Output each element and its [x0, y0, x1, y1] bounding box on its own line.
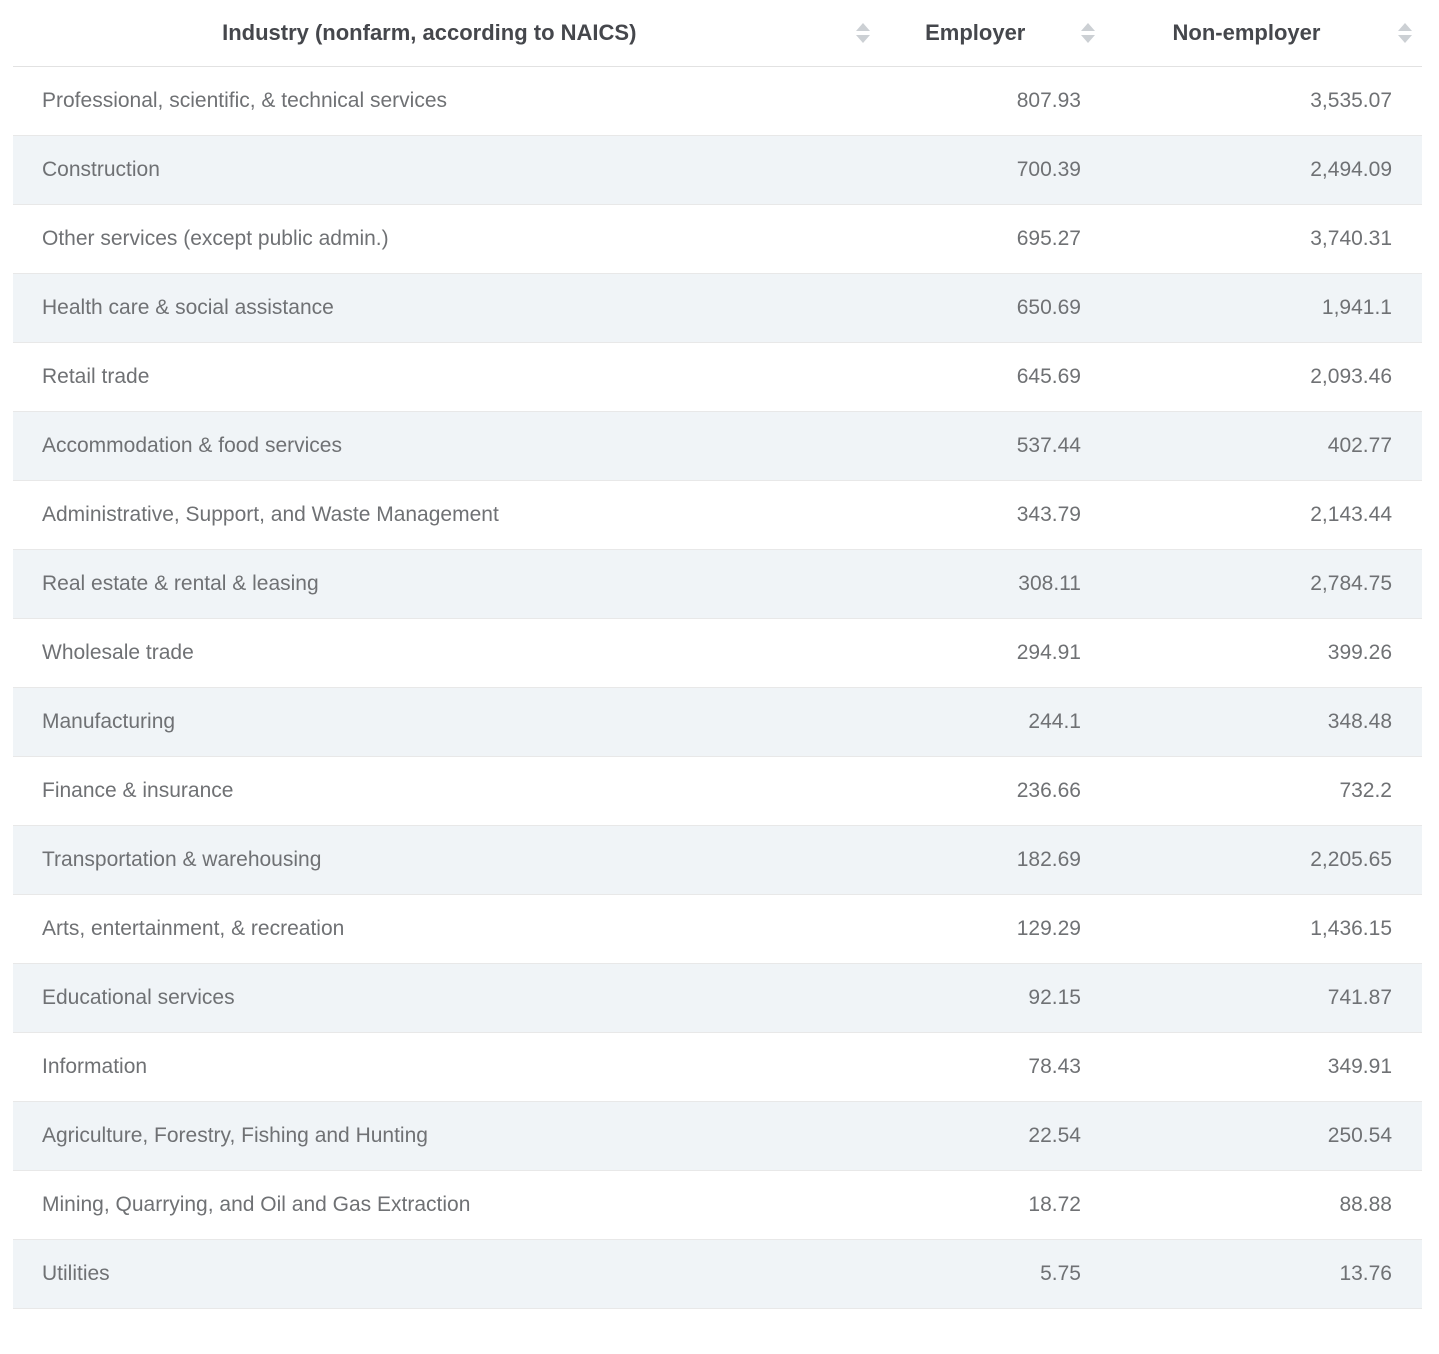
industry-cell: Utilities: [13, 1239, 880, 1309]
table-row: Construction 700.39 2,494.09: [13, 135, 1422, 205]
employer-cell: 807.93: [879, 66, 1105, 136]
table-row: Utilities 5.75 13.76: [13, 1239, 1422, 1309]
non-employer-cell: 250.54: [1104, 1101, 1422, 1171]
industry-cell: Information: [13, 1032, 880, 1102]
industry-cell: Other services (except public admin.): [13, 204, 880, 274]
sort-up-arrow-icon: [1398, 22, 1412, 31]
column-header-employer[interactable]: Employer: [879, 0, 1105, 67]
table-row: Wholesale trade 294.91 399.26: [13, 618, 1422, 688]
industry-cell: Agriculture, Forestry, Fishing and Hunti…: [13, 1101, 880, 1171]
column-header-employer-label: Employer: [925, 19, 1026, 45]
employer-cell: 92.15: [879, 963, 1105, 1033]
table-row: Real estate & rental & leasing 308.11 2,…: [13, 549, 1422, 619]
industry-cell: Retail trade: [13, 342, 880, 412]
non-employer-cell: 88.88: [1104, 1170, 1422, 1240]
non-employer-cell: 2,494.09: [1104, 135, 1422, 205]
employer-cell: 129.29: [879, 894, 1105, 964]
non-employer-cell: 399.26: [1104, 618, 1422, 688]
non-employer-cell: 402.77: [1104, 411, 1422, 481]
sort-icon: [855, 22, 870, 43]
employer-cell: 308.11: [879, 549, 1105, 619]
employer-cell: 650.69: [879, 273, 1105, 343]
non-employer-cell: 13.76: [1104, 1239, 1422, 1309]
table-body: Professional, scientific, & technical se…: [13, 66, 1422, 1309]
industry-cell: Mining, Quarrying, and Oil and Gas Extra…: [13, 1170, 880, 1240]
employer-cell: 695.27: [879, 204, 1105, 274]
non-employer-cell: 2,205.65: [1104, 825, 1422, 895]
industry-cell: Health care & social assistance: [13, 273, 880, 343]
column-header-non-employer[interactable]: Non-employer: [1104, 0, 1422, 67]
non-employer-cell: 1,941.1: [1104, 273, 1422, 343]
employer-cell: 5.75: [879, 1239, 1105, 1309]
table-row: Retail trade 645.69 2,093.46: [13, 342, 1422, 412]
industry-cell: Manufacturing: [13, 687, 880, 757]
employer-cell: 700.39: [879, 135, 1105, 205]
column-header-industry-label: Industry (nonfarm, according to NAICS): [222, 19, 637, 45]
industry-cell: Construction: [13, 135, 880, 205]
table-row: Accommodation & food services 537.44 402…: [13, 411, 1422, 481]
table-row: Educational services 92.15 741.87: [13, 963, 1422, 1033]
employer-cell: 645.69: [879, 342, 1105, 412]
header-row: Industry (nonfarm, according to NAICS) E…: [13, 0, 1422, 67]
employer-cell: 22.54: [879, 1101, 1105, 1171]
table-row: Health care & social assistance 650.69 1…: [13, 273, 1422, 343]
table-row: Agriculture, Forestry, Fishing and Hunti…: [13, 1101, 1422, 1171]
table-row: Finance & insurance 236.66 732.2: [13, 756, 1422, 826]
industry-cell: Real estate & rental & leasing: [13, 549, 880, 619]
industry-table-container: Industry (nonfarm, according to NAICS) E…: [13, 0, 1422, 1309]
non-employer-cell: 3,535.07: [1104, 66, 1422, 136]
non-employer-cell: 349.91: [1104, 1032, 1422, 1102]
non-employer-cell: 741.87: [1104, 963, 1422, 1033]
non-employer-cell: 732.2: [1104, 756, 1422, 826]
industry-cell: Professional, scientific, & technical se…: [13, 66, 880, 136]
sort-down-arrow-icon: [855, 34, 870, 43]
industry-cell: Arts, entertainment, & recreation: [13, 894, 880, 964]
employer-cell: 18.72: [879, 1170, 1105, 1240]
table-row: Administrative, Support, and Waste Manag…: [13, 480, 1422, 550]
industry-table: Industry (nonfarm, according to NAICS) E…: [13, 0, 1422, 1309]
table-row: Transportation & warehousing 182.69 2,20…: [13, 825, 1422, 895]
sort-icon: [1080, 22, 1095, 43]
industry-cell: Finance & insurance: [13, 756, 880, 826]
column-header-industry[interactable]: Industry (nonfarm, according to NAICS): [13, 0, 880, 67]
table-row: Manufacturing 244.1 348.48: [13, 687, 1422, 757]
column-header-non-employer-label: Non-employer: [1172, 19, 1321, 45]
industry-cell: Educational services: [13, 963, 880, 1033]
table-row: Other services (except public admin.) 69…: [13, 204, 1422, 274]
sort-icon: [1398, 22, 1412, 43]
employer-cell: 78.43: [879, 1032, 1105, 1102]
non-employer-cell: 3,740.31: [1104, 204, 1422, 274]
table-row: Professional, scientific, & technical se…: [13, 66, 1422, 136]
employer-cell: 294.91: [879, 618, 1105, 688]
non-employer-cell: 2,093.46: [1104, 342, 1422, 412]
table-row: Mining, Quarrying, and Oil and Gas Extra…: [13, 1170, 1422, 1240]
sort-up-arrow-icon: [1080, 22, 1095, 31]
employer-cell: 537.44: [879, 411, 1105, 481]
employer-cell: 182.69: [879, 825, 1105, 895]
non-employer-cell: 348.48: [1104, 687, 1422, 757]
industry-cell: Administrative, Support, and Waste Manag…: [13, 480, 880, 550]
employer-cell: 343.79: [879, 480, 1105, 550]
table-row: Arts, entertainment, & recreation 129.29…: [13, 894, 1422, 964]
sort-down-arrow-icon: [1080, 34, 1095, 43]
sort-up-arrow-icon: [855, 22, 870, 31]
industry-cell: Wholesale trade: [13, 618, 880, 688]
sort-down-arrow-icon: [1398, 34, 1412, 43]
industry-cell: Accommodation & food services: [13, 411, 880, 481]
non-employer-cell: 1,436.15: [1104, 894, 1422, 964]
employer-cell: 244.1: [879, 687, 1105, 757]
non-employer-cell: 2,784.75: [1104, 549, 1422, 619]
non-employer-cell: 2,143.44: [1104, 480, 1422, 550]
table-row: Information 78.43 349.91: [13, 1032, 1422, 1102]
employer-cell: 236.66: [879, 756, 1105, 826]
industry-cell: Transportation & warehousing: [13, 825, 880, 895]
